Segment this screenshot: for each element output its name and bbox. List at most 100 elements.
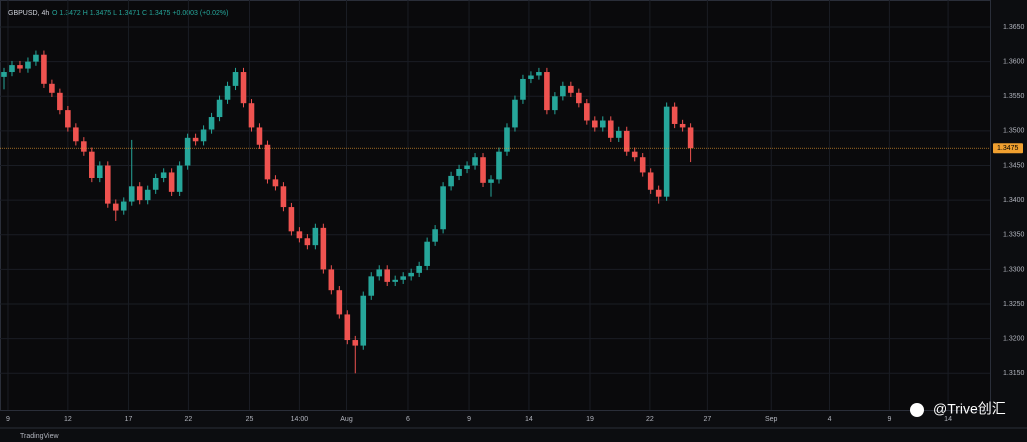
candle-body bbox=[33, 54, 39, 62]
candle-body bbox=[512, 99, 518, 128]
x-tick-label: 25 bbox=[246, 416, 254, 423]
candle-body bbox=[392, 279, 398, 282]
candle-body bbox=[57, 92, 63, 111]
candle-body bbox=[136, 186, 143, 201]
candle-body bbox=[464, 165, 470, 169]
candle-body bbox=[312, 227, 319, 246]
candle-body bbox=[480, 157, 486, 183]
candle-body bbox=[89, 151, 95, 178]
y-tick-label: 1.3650 bbox=[1003, 24, 1025, 31]
plot-area bbox=[0, 0, 991, 411]
candle-body bbox=[240, 72, 247, 104]
x-tick-label: 22 bbox=[646, 416, 654, 423]
candle-body bbox=[504, 127, 510, 152]
candle-body bbox=[647, 172, 654, 190]
candle-body bbox=[176, 165, 183, 192]
candle-body bbox=[49, 83, 55, 93]
candle-body bbox=[73, 127, 79, 142]
candle-body bbox=[552, 96, 558, 111]
candle-body bbox=[248, 103, 255, 128]
candle-body bbox=[256, 127, 263, 145]
candle-body bbox=[456, 168, 462, 176]
candle-body bbox=[663, 106, 670, 197]
y-tick-label: 1.3350 bbox=[1003, 232, 1025, 239]
symbol-label: GBPUSD, 4h bbox=[8, 10, 49, 17]
candle-body bbox=[560, 85, 566, 97]
last-price-tag bbox=[993, 143, 1023, 154]
candle-body bbox=[679, 123, 686, 128]
candle-body bbox=[168, 172, 175, 192]
y-tick-label: 1.3550 bbox=[1003, 93, 1025, 100]
candle-body bbox=[536, 72, 542, 76]
candle-body bbox=[152, 177, 159, 190]
x-tick-label: 9 bbox=[887, 416, 891, 423]
candle-body bbox=[671, 106, 678, 124]
x-tick-label: 17 bbox=[125, 416, 133, 423]
candle-body bbox=[288, 207, 295, 232]
candle-body bbox=[264, 144, 271, 180]
candle-body bbox=[568, 85, 574, 93]
candle-body bbox=[352, 340, 359, 346]
candle-body bbox=[576, 92, 582, 104]
candle-body bbox=[376, 269, 383, 277]
y-tick-label: 1.3450 bbox=[1003, 162, 1025, 169]
x-tick-label: 14 bbox=[525, 416, 533, 423]
candle-body bbox=[208, 117, 215, 130]
candle-body bbox=[631, 151, 638, 158]
y-tick-label: 1.3200 bbox=[1003, 336, 1025, 343]
candle-body bbox=[360, 295, 367, 346]
candle-body bbox=[687, 127, 694, 149]
candle-body bbox=[17, 65, 23, 69]
y-tick-label: 1.3600 bbox=[1003, 58, 1025, 65]
x-tick-label: 6 bbox=[406, 416, 410, 423]
x-tick-label: 4 bbox=[828, 416, 832, 423]
candle-body bbox=[128, 186, 135, 202]
y-tick-label: 1.3150 bbox=[1003, 370, 1025, 377]
candle-body bbox=[200, 129, 207, 142]
y-tick-label: 1.3300 bbox=[1003, 266, 1025, 273]
candle-body bbox=[528, 75, 534, 79]
candle-body bbox=[272, 179, 279, 187]
candle-body bbox=[41, 54, 47, 84]
candle-body bbox=[520, 78, 526, 100]
candle-body bbox=[584, 103, 590, 121]
candle-body bbox=[448, 175, 454, 187]
candle-body bbox=[192, 137, 199, 142]
candle-body bbox=[65, 110, 71, 128]
ohlc-readout: O 1.3472 H 1.3475 L 1.3471 C 1.3475 +0.0… bbox=[52, 10, 228, 17]
candle-body bbox=[472, 157, 478, 166]
x-tick-label: 22 bbox=[185, 416, 193, 423]
candle-body bbox=[144, 189, 151, 201]
x-tick-label: 19 bbox=[586, 416, 594, 423]
candle-body bbox=[384, 269, 391, 282]
candle-body bbox=[592, 120, 598, 128]
candle-body bbox=[81, 141, 87, 152]
candle-body bbox=[440, 186, 446, 230]
last-price-label: 1.3475 bbox=[997, 145, 1019, 152]
candle-body bbox=[97, 165, 103, 178]
candle-body bbox=[280, 186, 287, 208]
candle-body bbox=[639, 157, 646, 173]
candle-body bbox=[496, 151, 502, 180]
candle-body bbox=[104, 165, 111, 204]
candle-body bbox=[400, 276, 406, 280]
candle-body bbox=[296, 231, 303, 239]
footer-brand: TradingView bbox=[20, 433, 59, 440]
candle-body bbox=[344, 314, 351, 341]
candle-body bbox=[544, 72, 550, 111]
candle-body bbox=[184, 137, 191, 166]
x-tick-label: 27 bbox=[703, 416, 711, 423]
x-tick-label: 9 bbox=[6, 416, 10, 423]
candle-body bbox=[1, 72, 7, 77]
x-tick-label: Aug bbox=[340, 416, 353, 423]
candle-body bbox=[304, 238, 311, 246]
watermark-icon bbox=[910, 403, 924, 417]
candle-body bbox=[328, 269, 335, 291]
candle-body bbox=[120, 201, 127, 211]
candle-body bbox=[432, 229, 438, 242]
candle-body bbox=[224, 85, 231, 100]
candle-body bbox=[112, 203, 119, 211]
candle-body bbox=[615, 130, 622, 138]
candle-body bbox=[320, 227, 327, 270]
